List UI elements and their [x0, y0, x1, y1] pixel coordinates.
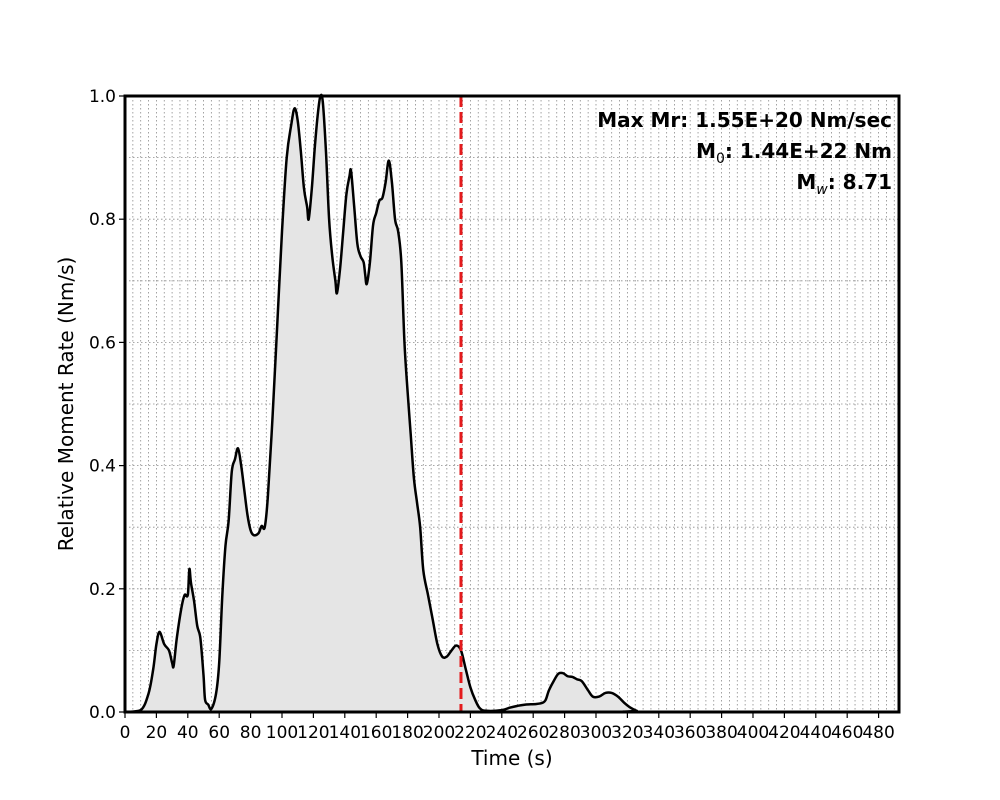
max-mr-annotation: Max Mr: 1.55E+20 Nm/sec — [597, 108, 892, 132]
y-tick-label: 1.0 — [89, 87, 116, 107]
x-tick-label: 480 — [862, 723, 894, 743]
x-tick-label: 100 — [266, 723, 298, 743]
m0-value: : 1.44E+22 Nm — [725, 139, 892, 163]
x-tick-label: 180 — [391, 723, 423, 743]
y-tick-label: 0.2 — [89, 580, 116, 600]
y-tick-label: 0.6 — [89, 333, 116, 353]
x-tick-label: 240 — [486, 723, 518, 743]
x-tick-label: 460 — [831, 723, 863, 743]
x-tick-label: 20 — [146, 723, 168, 743]
mw-subscript: w — [816, 182, 828, 198]
x-tick-label: 400 — [737, 723, 769, 743]
x-tick-label: 200 — [423, 723, 455, 743]
x-tick-label: 0 — [120, 723, 131, 743]
y-axis-ticks: 0.0 0.2 0.4 0.6 0.8 1.0 — [89, 87, 125, 723]
x-tick-label: 360 — [674, 723, 706, 743]
mw-value: : 8.71 — [828, 170, 892, 194]
m0-subscript: 0 — [716, 151, 725, 167]
x-tick-label: 300 — [580, 723, 612, 743]
x-tick-label: 260 — [517, 723, 549, 743]
x-tick-label: 60 — [208, 723, 230, 743]
mw-prefix: M — [796, 170, 816, 194]
m0-annotation: M0: 1.44E+22 Nm — [696, 139, 892, 167]
moment-rate-area-fill — [125, 94, 899, 712]
m0-prefix: M — [696, 139, 716, 163]
x-tick-label: 280 — [548, 723, 580, 743]
x-tick-label: 160 — [360, 723, 392, 743]
x-axis-ticks: 0 20 40 60 80 1001201401601802002202402602803… — [120, 712, 895, 743]
plot-frame — [123, 94, 901, 714]
annotation-box: Max Mr: 1.55E+20 Nm/sec M0: 1.44E+22 Nm … — [597, 108, 892, 198]
y-tick-label: 0.4 — [89, 457, 116, 477]
x-tick-label: 340 — [643, 723, 675, 743]
x-tick-label: 40 — [177, 723, 199, 743]
x-tick-label: 80 — [240, 723, 262, 743]
y-tick-label: 0.8 — [89, 210, 116, 230]
x-tick-label: 420 — [768, 723, 800, 743]
moment-rate-curve — [124, 93, 899, 714]
y-tick-label: 0.0 — [89, 703, 116, 723]
x-tick-label: 380 — [705, 723, 737, 743]
x-tick-label: 320 — [611, 723, 643, 743]
x-tick-label: 140 — [329, 723, 361, 743]
x-tick-label: 220 — [454, 723, 486, 743]
y-axis-label: Relative Moment Rate (Nm/s) — [54, 257, 78, 552]
x-tick-label: 440 — [800, 723, 832, 743]
mw-annotation: Mw: 8.71 — [796, 170, 892, 198]
x-tick-label: 120 — [297, 723, 329, 743]
x-axis-label: Time (s) — [470, 746, 552, 770]
